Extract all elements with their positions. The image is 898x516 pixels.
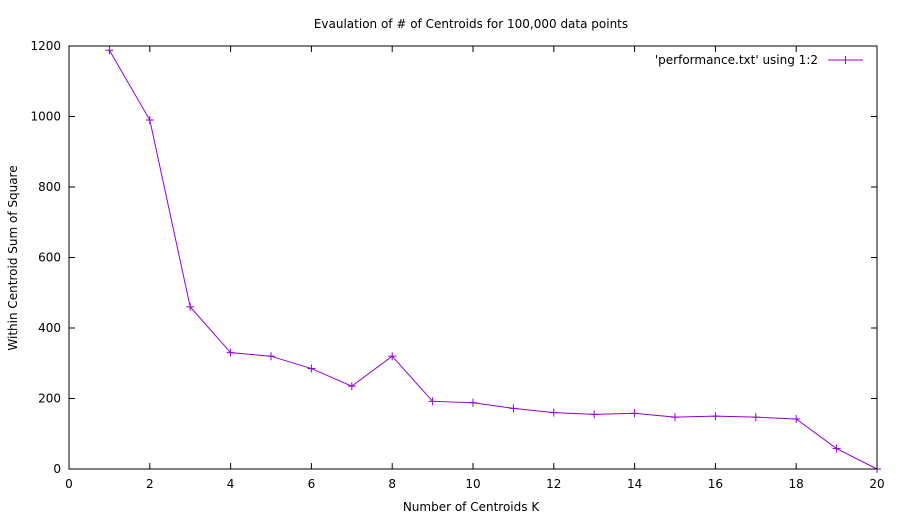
x-axis-label: Number of Centroids K: [403, 500, 541, 514]
x-tick-label: 2: [146, 477, 154, 491]
data-point-marker: [469, 398, 477, 407]
series-line: [108, 49, 878, 470]
y-tick-label: 0: [53, 462, 61, 476]
plot-frame: [68, 45, 878, 470]
data-point-marker: [388, 352, 397, 361]
data-point-marker: [832, 444, 841, 453]
y-tick-label: 1000: [30, 110, 61, 124]
series-layer: [105, 46, 881, 473]
data-point-marker: [509, 404, 518, 413]
x-tick-label: 6: [308, 477, 316, 491]
data-point-marker: [186, 302, 195, 311]
data-point-marker: [792, 414, 801, 423]
y-axis-label: Within Centroid Sum of Square: [6, 165, 20, 350]
data-point-marker: [630, 409, 639, 418]
y-axis-ticks: 0 200 400 600 800 1000 1200: [30, 39, 877, 476]
data-point-marker: [145, 116, 154, 125]
y-tick-label: 800: [38, 180, 61, 194]
x-tick-label: 12: [546, 477, 561, 491]
chart-title: Evaulation of # of Centroids for 100,000…: [314, 17, 628, 31]
data-point-marker: [347, 382, 356, 391]
x-tick-label: 16: [708, 477, 723, 491]
data-point-marker: [267, 352, 275, 361]
x-tick-label: 20: [869, 477, 884, 491]
y-tick-label: 200: [38, 392, 61, 406]
x-tick-label: 8: [388, 477, 396, 491]
data-point-marker: [590, 410, 599, 419]
y-tick-label: 1200: [30, 39, 61, 53]
legend: 'performance.txt' using 1:2: [655, 53, 863, 67]
data-point-marker: [428, 397, 437, 406]
x-axis-ticks: 0 2 4 6 8 10 12 14 16 18 20: [65, 46, 885, 491]
legend-marker: [841, 56, 850, 64]
data-point-marker: [105, 46, 114, 55]
y-tick-label: 600: [38, 251, 61, 265]
x-tick-label: 14: [627, 477, 642, 491]
x-tick-label: 10: [465, 477, 480, 491]
data-point-marker: [307, 364, 316, 373]
x-tick-label: 18: [789, 477, 804, 491]
data-point-marker: [226, 348, 235, 357]
data-point-marker: [711, 412, 720, 421]
data-point-marker: [671, 413, 679, 422]
data-point-marker: [549, 408, 558, 417]
data-point-marker: [751, 413, 760, 422]
x-tick-label: 0: [65, 477, 73, 491]
x-tick-label: 4: [227, 477, 235, 491]
y-tick-label: 400: [38, 321, 61, 335]
legend-label: 'performance.txt' using 1:2: [655, 53, 818, 67]
